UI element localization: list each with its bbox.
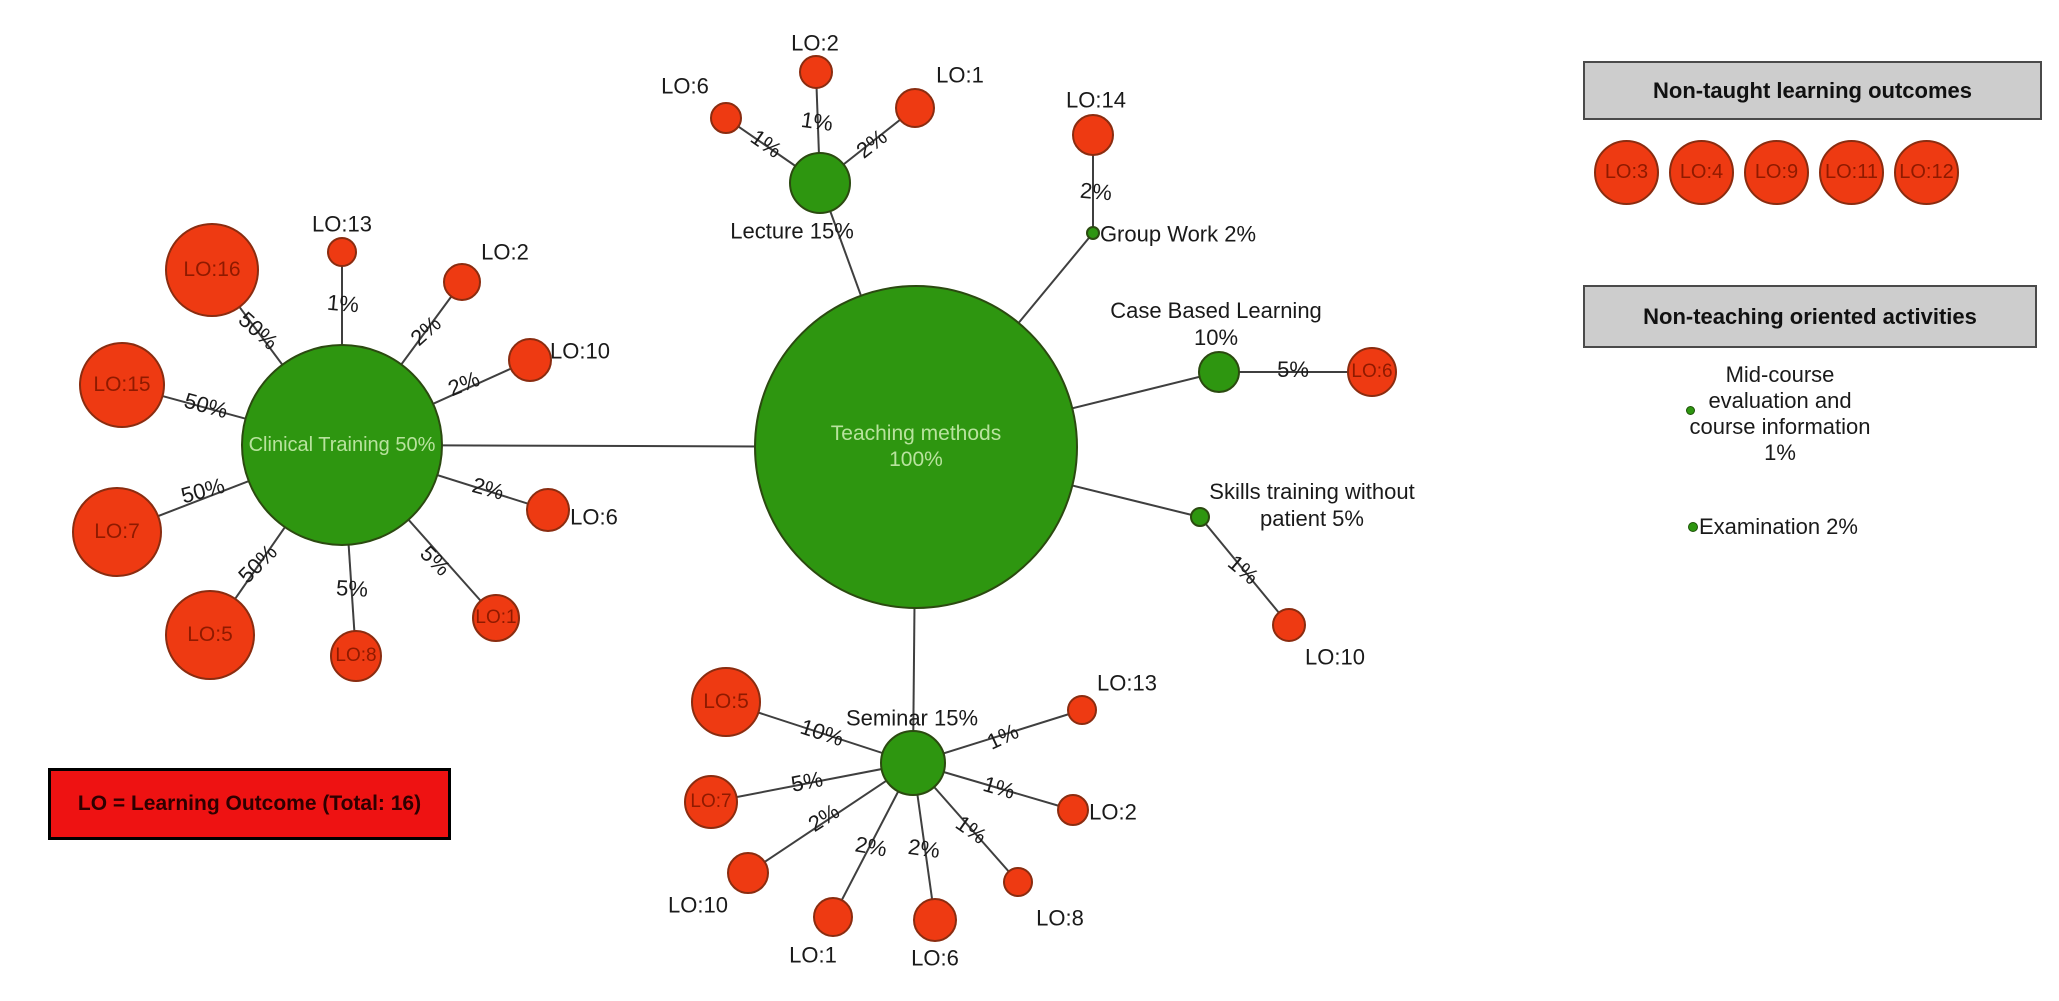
legend-outcome-circle: LO:4	[1669, 140, 1734, 205]
node-label-cl-lo16: LO:16	[183, 258, 241, 281]
node-label-sk-lo10: LO:10	[1305, 644, 1365, 670]
node-label-sem-lo2: LO:2	[1089, 799, 1137, 825]
node-sem-lo8	[1003, 867, 1033, 897]
node-label-sem-lo10: LO:10	[668, 892, 728, 918]
node-sem-lo7: LO:7	[684, 775, 738, 829]
node-sem-lo2	[1057, 794, 1089, 826]
node-label-lecture: Lecture 15%	[730, 218, 854, 244]
node-label-gw-lo14: LO:14	[1066, 87, 1126, 113]
edge-label-clinical-cl-lo13: 1%	[326, 289, 360, 318]
note-box: LO = Learning Outcome (Total: 16)	[48, 768, 451, 840]
legend-non-taught-header: Non-taught learning outcomes	[1583, 61, 2042, 120]
legend-outcome-label: LO:12	[1899, 161, 1954, 183]
legend-outcome-label: LO:4	[1679, 161, 1724, 183]
legend-outcome-label: LO:9	[1754, 161, 1799, 183]
edge-label-seminar-sem-lo6: 2%	[906, 833, 942, 864]
node-lec-lo2	[799, 55, 833, 89]
node-sem-lo5: LO:5	[691, 667, 761, 737]
legend-non-taught-title: Non-taught learning outcomes	[1653, 77, 1972, 103]
node-seminar	[880, 730, 946, 796]
node-sk-lo10	[1272, 608, 1306, 642]
node-cl-lo16: LO:16	[165, 223, 259, 317]
node-label-cl-lo7: LO:7	[94, 520, 140, 543]
midcourse-line: course information	[1689, 414, 1871, 439]
node-gw-lo14	[1072, 114, 1114, 156]
node-clinical: Clinical Training 50%	[241, 344, 443, 546]
node-group-work	[1086, 226, 1100, 240]
midcourse-line: 1%	[1764, 440, 1796, 465]
examination-dot-icon	[1688, 522, 1698, 532]
edge-skills-training-sk-lo10	[1199, 516, 1290, 626]
midcourse-line: evaluation and	[1708, 388, 1852, 413]
node-label-cl-lo5: LO:5	[187, 623, 233, 646]
legend-non-teaching-header: Non-teaching oriented activities	[1583, 285, 2037, 348]
node-label-lec-lo6: LO:6	[661, 73, 709, 99]
note-text: LO = Learning Outcome (Total: 16)	[77, 792, 422, 815]
node-label-sem-lo5: LO:5	[703, 690, 749, 713]
node-label-skills-training: Skills training without patient 5%	[1209, 479, 1415, 531]
node-label-lec-lo1: LO:1	[936, 62, 984, 88]
node-cl-lo5: LO:5	[165, 590, 255, 680]
node-label-seminar: Seminar 15%	[845, 705, 979, 731]
node-label-clinical: Clinical Training 50%	[248, 434, 436, 456]
node-label-sem-lo1: LO:1	[789, 942, 837, 968]
edge-label-group-work-gw-lo14: 2%	[1079, 177, 1113, 206]
legend-outcome-circle: LO:3	[1594, 140, 1659, 205]
node-cl-lo15: LO:15	[79, 342, 165, 428]
node-label-case-based-learning: Case Based Learning 10%	[1110, 298, 1322, 350]
node-label-lec-lo2: LO:2	[791, 30, 839, 56]
node-label-cl-lo10: LO:10	[550, 338, 610, 364]
node-cl-lo8: LO:8	[330, 630, 382, 682]
edge-seminar-sem-lo7	[710, 762, 914, 803]
edge-label-case-based-learning-cbl-lo6: 5%	[1277, 357, 1309, 382]
legend-outcome-circle: LO:12	[1894, 140, 1959, 205]
midcourse-line: Mid-course	[1725, 362, 1835, 387]
midcourse-evaluation-item: Mid-course evaluation and course informa…	[1660, 362, 1900, 466]
node-sem-lo6	[913, 898, 957, 942]
legend-non-taught-items: LO:3 LO:4 LO:9 LO:11 LO:12	[1594, 140, 1959, 205]
edge-label-lecture-lec-lo2: 1%	[799, 106, 835, 137]
node-sem-lo13	[1067, 695, 1097, 725]
node-label-cl-lo15: LO:15	[93, 373, 151, 396]
node-case-based-learning	[1198, 351, 1240, 393]
node-label-cl-lo8: LO:8	[335, 645, 377, 666]
legend-outcome-circle: LO:11	[1819, 140, 1884, 205]
node-cl-lo6	[526, 488, 570, 532]
node-cl-lo7: LO:7	[72, 487, 162, 577]
node-label-cbl-lo6: LO:6	[1351, 361, 1393, 382]
node-skills-training	[1190, 507, 1210, 527]
edge-label-clinical-cl-lo8: 5%	[335, 575, 369, 602]
node-cl-lo1: LO:1	[472, 594, 520, 642]
node-label-sem-lo13: LO:13	[1097, 670, 1157, 696]
legend-outcome-circle: LO:9	[1744, 140, 1809, 205]
node-lec-lo1	[895, 88, 935, 128]
legend-outcome-label: LO:3	[1604, 161, 1649, 183]
node-label-cl-lo6: LO:6	[570, 504, 618, 530]
node-label-cl-lo1: LO:1	[475, 607, 517, 628]
midcourse-dot-icon	[1686, 406, 1695, 415]
node-label-sem-lo7: LO:7	[690, 791, 732, 812]
node-cbl-lo6: LO:6	[1347, 347, 1397, 397]
node-label-sem-lo8: LO:8	[1036, 905, 1084, 931]
node-teaching: Teaching methods 100%	[754, 285, 1078, 609]
node-cl-lo13	[327, 237, 357, 267]
node-label-cl-lo2: LO:2	[481, 239, 529, 265]
node-label-group-work: Group Work 2%	[1099, 221, 1257, 247]
node-cl-lo2	[443, 263, 481, 301]
node-label-teaching: 100%	[889, 448, 943, 471]
node-lec-lo6	[710, 102, 742, 134]
node-cl-lo10	[508, 338, 552, 382]
node-label-sem-lo6: LO:6	[911, 945, 959, 971]
edge-label-seminar-sem-lo1: 2%	[853, 831, 889, 862]
node-sem-lo10	[727, 852, 769, 894]
node-label-cl-lo13: LO:13	[312, 211, 372, 237]
examination-item: Examination 2%	[1699, 514, 1858, 539]
node-lecture	[789, 152, 851, 214]
legend-outcome-label: LO:11	[1825, 161, 1878, 183]
legend-non-teaching-title: Non-teaching oriented activities	[1643, 303, 1977, 329]
node-label-teaching: Teaching methods	[830, 422, 1002, 445]
node-sem-lo1	[813, 897, 853, 937]
